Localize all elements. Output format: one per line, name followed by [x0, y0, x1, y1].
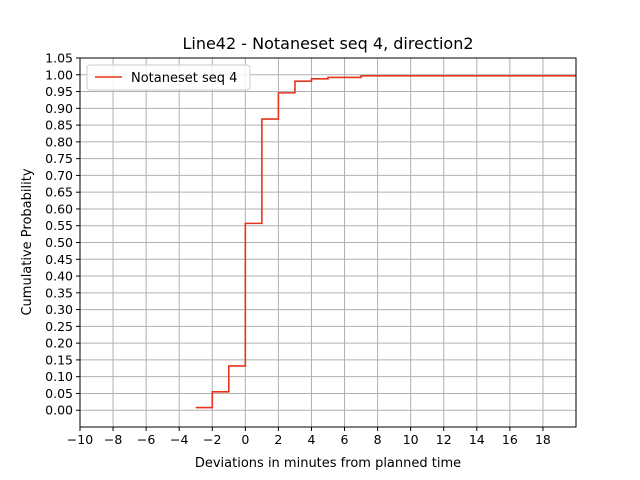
y-tick-label: 0.80 [45, 134, 73, 149]
x-tick-label: 8 [374, 432, 382, 447]
x-tick-label: 18 [535, 432, 551, 447]
x-tick-label: 14 [469, 432, 485, 447]
y-tick-label: 0.55 [45, 218, 73, 233]
y-tick-label: 0.90 [45, 101, 73, 116]
y-tick-label: 0.35 [45, 285, 73, 300]
x-tick-label: 4 [307, 432, 315, 447]
y-tick-label: 0.70 [45, 168, 73, 183]
x-tick-label: 10 [403, 432, 419, 447]
y-tick-label: 0.20 [45, 336, 73, 351]
y-tick-label: 0.85 [45, 118, 73, 133]
y-tick-label: 0.25 [45, 319, 73, 334]
x-tick-label: −6 [137, 432, 155, 447]
x-tick-label: −8 [104, 432, 122, 447]
y-tick-label: 0.30 [45, 302, 73, 317]
y-tick-label: 1.00 [45, 67, 73, 82]
y-tick-label: 0.05 [45, 386, 73, 401]
x-tick-label: 16 [502, 432, 518, 447]
x-tick-label: 6 [341, 432, 349, 447]
series-layer [195, 74, 576, 409]
y-tick-label: 0.40 [45, 269, 73, 284]
x-tick-label: 0 [241, 432, 249, 447]
y-axis-label: Cumulative Probability [20, 168, 35, 315]
x-tick-label: −4 [170, 432, 188, 447]
x-tick-label: 12 [436, 432, 452, 447]
y-tick-label: 0.75 [45, 151, 73, 166]
legend-box [86, 64, 251, 91]
x-tick-label: 2 [274, 432, 282, 447]
x-tick-label: −2 [203, 432, 221, 447]
y-tick-label: 0.00 [45, 403, 73, 418]
y-tick-label: 0.45 [45, 252, 73, 267]
legend-series-label: Notaneset seq 4 [131, 71, 237, 86]
y-tick-label: 0.65 [45, 185, 73, 200]
y-tick-label: 0.15 [45, 352, 73, 367]
series-line-0 [195, 74, 576, 409]
x-tick-label: −10 [67, 432, 93, 447]
chart-title: Line42 - Notaneset seq 4, direction2 [182, 34, 473, 53]
x-axis-label: Deviations in minutes from planned time [195, 456, 461, 471]
y-tick-label: 1.05 [45, 51, 73, 66]
legend: Notaneset seq 4 [86, 64, 251, 91]
y-tick-label: 0.50 [45, 235, 73, 250]
y-tick-label: 0.10 [45, 369, 73, 384]
y-tick-label: 0.95 [45, 84, 73, 99]
y-axis-ticks: 0.00 0.05 0.10 0.150.20 0.25 0.30 0.350.40 0.45… [45, 51, 80, 418]
y-tick-label: 0.60 [45, 201, 73, 216]
grid-lines [79, 57, 576, 427]
x-axis-ticks: −10 −8 −6 −4 −2 0 2 4 6 8 10 12 14 16 18 [67, 427, 551, 447]
